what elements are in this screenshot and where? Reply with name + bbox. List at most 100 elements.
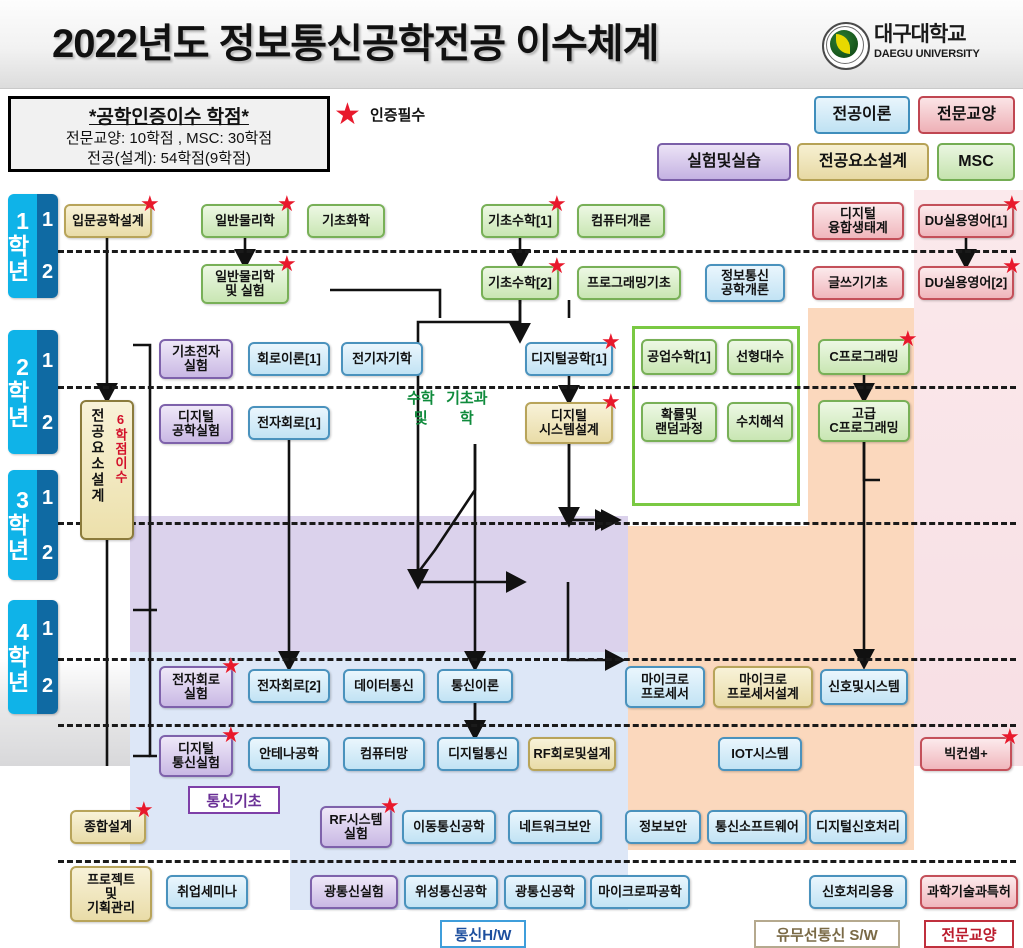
course-box-c52[interactable]: 광통신공학 <box>504 875 586 909</box>
semester-divider-5 <box>58 724 1016 727</box>
course-box-c9[interactable]: 기초수학[2] <box>481 266 559 300</box>
course-box-c4[interactable]: 기초수학[1] <box>481 204 559 238</box>
course-box-c17[interactable]: 디지털공학[1] <box>525 342 613 376</box>
course-box-c25[interactable]: 수치해석 <box>727 402 793 442</box>
year-3-sem-2: 2 <box>41 541 54 564</box>
course-label: 디지털 융합생태계 <box>828 206 888 235</box>
course-box-c41[interactable]: 종합설계 <box>70 810 146 844</box>
course-label: 신호처리응용 <box>822 884 894 899</box>
course-label: 수치해석 <box>736 414 784 429</box>
course-box-c42[interactable]: RF시스템 실험 <box>320 806 392 848</box>
course-box-c24[interactable]: 확률및 랜덤과정 <box>641 402 717 442</box>
course-box-c40[interactable]: 빅컨셉+ <box>920 737 1012 771</box>
course-label: 전기자기학 <box>352 351 412 366</box>
legend-key-msc: MSC <box>937 143 1015 181</box>
star-legend: ★ 인증필수 <box>334 100 474 130</box>
course-label: 신호및시스템 <box>828 679 900 694</box>
year-1-semesters: 1 2 <box>37 194 58 298</box>
course-box-c13[interactable]: DU실용영어[2] <box>918 266 1014 300</box>
course-box-c22[interactable]: 전자회로[1] <box>248 406 330 440</box>
course-label: C프로그래밍 <box>829 349 899 364</box>
course-box-c32[interactable]: 마이크로 프로세서설계 <box>713 666 813 708</box>
course-box-c49[interactable]: 취업세미나 <box>166 875 248 909</box>
course-box-c28[interactable]: 전자회로[2] <box>248 669 330 703</box>
course-box-c54[interactable]: 신호처리응용 <box>809 875 907 909</box>
semester-divider-6 <box>58 860 1016 863</box>
course-label: 디지털 시스템설계 <box>539 408 599 437</box>
course-box-c19[interactable]: 선형대수 <box>727 339 793 375</box>
course-label: 기초수학[1] <box>488 213 552 228</box>
course-box-c44[interactable]: 네트워크보안 <box>508 810 602 844</box>
semester-divider-4 <box>58 658 1016 661</box>
course-box-c35[interactable]: 안테나공학 <box>248 737 330 771</box>
course-box-c3[interactable]: 기초화학 <box>307 204 385 238</box>
course-box-c55[interactable]: 과학기술과특허 <box>920 875 1018 909</box>
course-label: 기초수학[2] <box>488 275 552 290</box>
daegu-university-emblem-icon <box>822 22 870 70</box>
year-3-semesters: 1 2 <box>37 470 58 580</box>
year-3-sem-1: 1 <box>41 486 54 509</box>
course-box-c1[interactable]: 입문공학설계 <box>64 204 152 238</box>
course-box-c47[interactable]: 디지털신호처리 <box>809 810 907 844</box>
math-science-group-label: 수학 및 기초과학 <box>407 390 488 427</box>
course-box-c37[interactable]: 디지털통신 <box>437 737 519 771</box>
course-box-c5[interactable]: 컴퓨터개론 <box>577 204 665 238</box>
curriculum-grid: 1 학년 1 2 2 학년 1 2 3 학년 1 2 4 학년 1 2 <box>0 190 1023 948</box>
course-label: 네트워크보안 <box>519 819 591 834</box>
course-box-c26[interactable]: 고급 C프로그래밍 <box>818 400 910 442</box>
course-label: 입문공학설계 <box>72 213 144 228</box>
year-2-sem-2: 2 <box>41 412 54 434</box>
course-box-c2[interactable]: 일반물리학 <box>201 204 289 238</box>
course-box-c45[interactable]: 정보보안 <box>625 810 701 844</box>
course-label: 전자회로 실험 <box>172 672 220 701</box>
course-box-c51[interactable]: 위성통신공학 <box>404 875 498 909</box>
course-label: 취업세미나 <box>177 884 237 899</box>
course-box-c53[interactable]: 마이크로파공학 <box>590 875 690 909</box>
page-header: 2022년도 정보통신공학전공 이수체계 대구대학교 DAEGU UNIVERS… <box>0 0 1023 89</box>
elective-design-label: 전공요소설계 <box>90 408 106 504</box>
course-box-c27[interactable]: 전자회로 실험 <box>159 666 233 708</box>
course-label: RF시스템 실험 <box>329 812 383 841</box>
course-box-c16[interactable]: 전기자기학 <box>341 342 423 376</box>
course-box-c29[interactable]: 데이터통신 <box>343 669 425 703</box>
logo-text: 대구대학교 DAEGU UNIVERSITY <box>874 22 1014 61</box>
course-box-c11[interactable]: 정보통신 공학개론 <box>705 264 785 302</box>
course-box-c20[interactable]: C프로그래밍 <box>818 339 910 375</box>
year-4-semesters: 1 2 <box>37 600 58 714</box>
legend-key-liberal: 전문교양 <box>918 96 1015 134</box>
course-box-c34[interactable]: 디지털 통신실험 <box>159 735 233 777</box>
course-box-c30[interactable]: 통신이론 <box>437 669 513 703</box>
course-label: 프로그래밍기초 <box>587 275 671 290</box>
course-box-c8[interactable]: 일반물리학 및 실험 <box>201 264 289 304</box>
year-block-2: 2 학년 1 2 <box>8 330 58 454</box>
course-box-c10[interactable]: 프로그래밍기초 <box>577 266 681 300</box>
course-label: 통신소프트웨어 <box>715 819 799 834</box>
course-box-c7[interactable]: DU실용영어[1] <box>918 204 1014 238</box>
course-box-c43[interactable]: 이동통신공학 <box>402 810 496 844</box>
course-label: IOT시스템 <box>731 746 789 761</box>
elective-design-credit-note: 6학점이수 <box>113 412 128 484</box>
course-box-c46[interactable]: 통신소프트웨어 <box>707 810 807 844</box>
course-box-c31[interactable]: 마이크로 프로세서 <box>625 666 705 708</box>
course-label: 마이크로파공학 <box>598 884 682 899</box>
semester-divider-1 <box>58 250 1016 253</box>
course-box-c6[interactable]: 디지털 융합생태계 <box>812 202 904 240</box>
course-label: 광통신공학 <box>515 884 575 899</box>
credit-requirement-box: *공학인증이수 학점* 전문교양: 10학점 , MSC: 30학점 전공(설계… <box>8 96 330 172</box>
course-label: 마이크로 프로세서설계 <box>727 672 799 701</box>
group-label-liberal-arts: 전문교양 <box>924 920 1014 948</box>
course-box-c50[interactable]: 광통신실험 <box>310 875 398 909</box>
course-box-c38[interactable]: RF회로및설계 <box>528 737 616 771</box>
course-box-c33[interactable]: 신호및시스템 <box>820 669 908 705</box>
course-box-c21[interactable]: 디지털 공학실험 <box>159 404 233 444</box>
course-label: 일반물리학 및 실험 <box>215 269 275 298</box>
course-box-c48[interactable]: 프로젝트 및 기획관리 <box>70 866 152 922</box>
course-box-c23[interactable]: 디지털 시스템설계 <box>525 402 613 444</box>
course-label: 프로젝트 및 기획관리 <box>87 872 135 915</box>
course-box-c12[interactable]: 글쓰기기초 <box>812 266 904 300</box>
course-box-c18[interactable]: 공업수학[1] <box>641 339 717 375</box>
course-label: 과학기술과특허 <box>927 884 1011 899</box>
course-box-c15[interactable]: 회로이론[1] <box>248 342 330 376</box>
year-1-sem-1: 1 <box>41 209 54 231</box>
course-box-c14[interactable]: 기초전자 실험 <box>159 339 233 379</box>
